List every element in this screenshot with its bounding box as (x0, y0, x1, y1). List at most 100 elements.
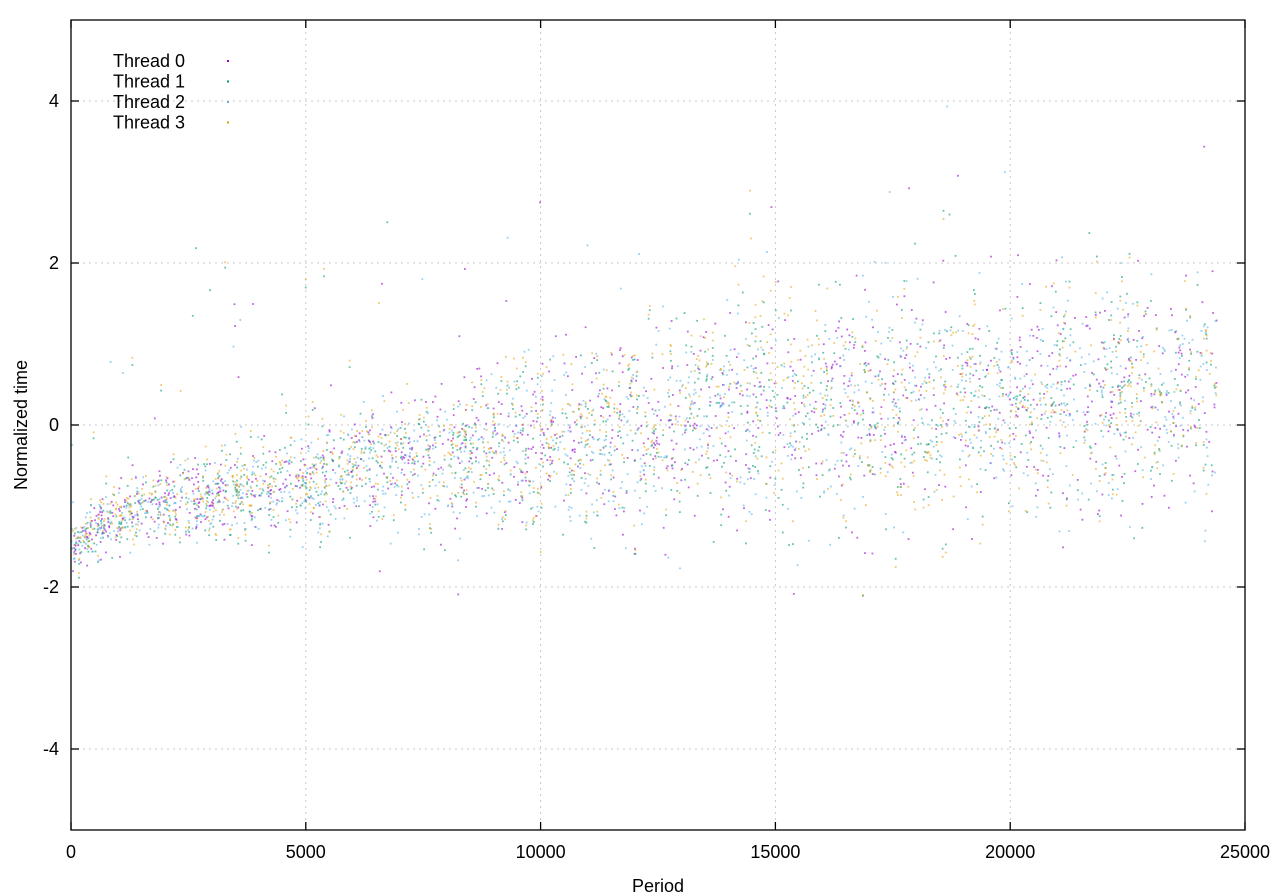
data-point (709, 492, 712, 494)
data-point (619, 411, 621, 413)
data-point (590, 537, 593, 540)
data-point (120, 477, 123, 479)
data-point (1023, 406, 1026, 409)
data-point (312, 456, 315, 459)
data-point (1086, 429, 1089, 432)
data-point (973, 394, 975, 397)
data-point (533, 390, 536, 393)
data-point (324, 479, 326, 482)
data-point (900, 355, 902, 358)
data-point (125, 505, 128, 507)
data-point (944, 329, 946, 331)
data-point (952, 528, 954, 531)
data-point (782, 405, 785, 407)
data-point (436, 415, 439, 418)
data-point (351, 428, 353, 431)
data-point (771, 362, 774, 364)
data-point (591, 503, 593, 506)
data-point (525, 528, 528, 531)
data-point (1195, 375, 1197, 378)
data-point (165, 524, 167, 527)
data-point (188, 534, 191, 537)
data-point (542, 461, 544, 464)
data-point (200, 514, 203, 517)
data-point (985, 344, 987, 347)
data-point (256, 480, 259, 482)
data-point (925, 451, 928, 454)
data-point (1109, 414, 1112, 416)
data-point (766, 406, 768, 409)
data-point (854, 384, 856, 387)
data-point (373, 442, 375, 444)
data-point (302, 472, 305, 474)
data-point (221, 523, 224, 526)
data-point (428, 445, 431, 447)
data-point (690, 351, 693, 353)
data-point (1048, 468, 1051, 471)
data-point (616, 407, 619, 410)
data-point (684, 387, 687, 389)
data-point (721, 465, 723, 468)
data-point (212, 515, 215, 518)
data-point (353, 458, 356, 460)
data-point (1097, 358, 1100, 361)
data-point (829, 543, 832, 546)
data-point (1111, 497, 1113, 500)
data-point (1030, 379, 1033, 382)
data-point (394, 482, 397, 485)
data-point (1123, 384, 1125, 387)
data-point (1163, 350, 1166, 352)
data-point (1022, 404, 1024, 407)
data-point (552, 448, 555, 451)
data-point (329, 478, 332, 481)
data-point (854, 449, 856, 452)
data-point (165, 499, 168, 501)
data-point (1174, 406, 1176, 409)
data-point (220, 478, 223, 480)
data-point (1064, 425, 1067, 428)
data-point (1156, 467, 1159, 470)
data-point (1193, 490, 1196, 493)
data-point (826, 372, 828, 375)
data-point (698, 438, 701, 441)
data-point (365, 420, 367, 422)
data-point (632, 406, 635, 408)
data-point (72, 570, 74, 573)
data-point (1084, 363, 1087, 365)
data-point (257, 465, 259, 468)
data-point (577, 459, 580, 462)
data-point (481, 395, 484, 397)
data-point (952, 331, 954, 334)
data-point (369, 495, 371, 497)
data-point (374, 450, 377, 453)
data-point (923, 397, 926, 399)
data-point (443, 428, 446, 431)
data-point (681, 468, 683, 470)
data-point (846, 328, 849, 331)
data-point (505, 462, 508, 464)
data-point (513, 475, 515, 478)
data-point (536, 491, 539, 494)
data-point (1185, 307, 1187, 310)
data-point (1059, 348, 1061, 351)
data-point (184, 477, 187, 480)
data-point (1193, 424, 1196, 427)
data-point (665, 467, 668, 470)
data-point (725, 471, 728, 474)
data-point (913, 427, 916, 429)
data-point (483, 428, 486, 430)
data-point (955, 392, 958, 395)
data-point (908, 362, 911, 365)
data-point (185, 496, 188, 499)
data-point (1177, 337, 1180, 340)
data-point (117, 527, 120, 530)
data-point (321, 417, 324, 420)
data-point (944, 551, 947, 554)
data-point (349, 455, 352, 457)
data-point (151, 492, 153, 495)
data-point (781, 477, 784, 480)
data-point (475, 448, 478, 451)
data-point (685, 428, 688, 431)
data-point (828, 468, 831, 471)
data-point (424, 468, 427, 471)
